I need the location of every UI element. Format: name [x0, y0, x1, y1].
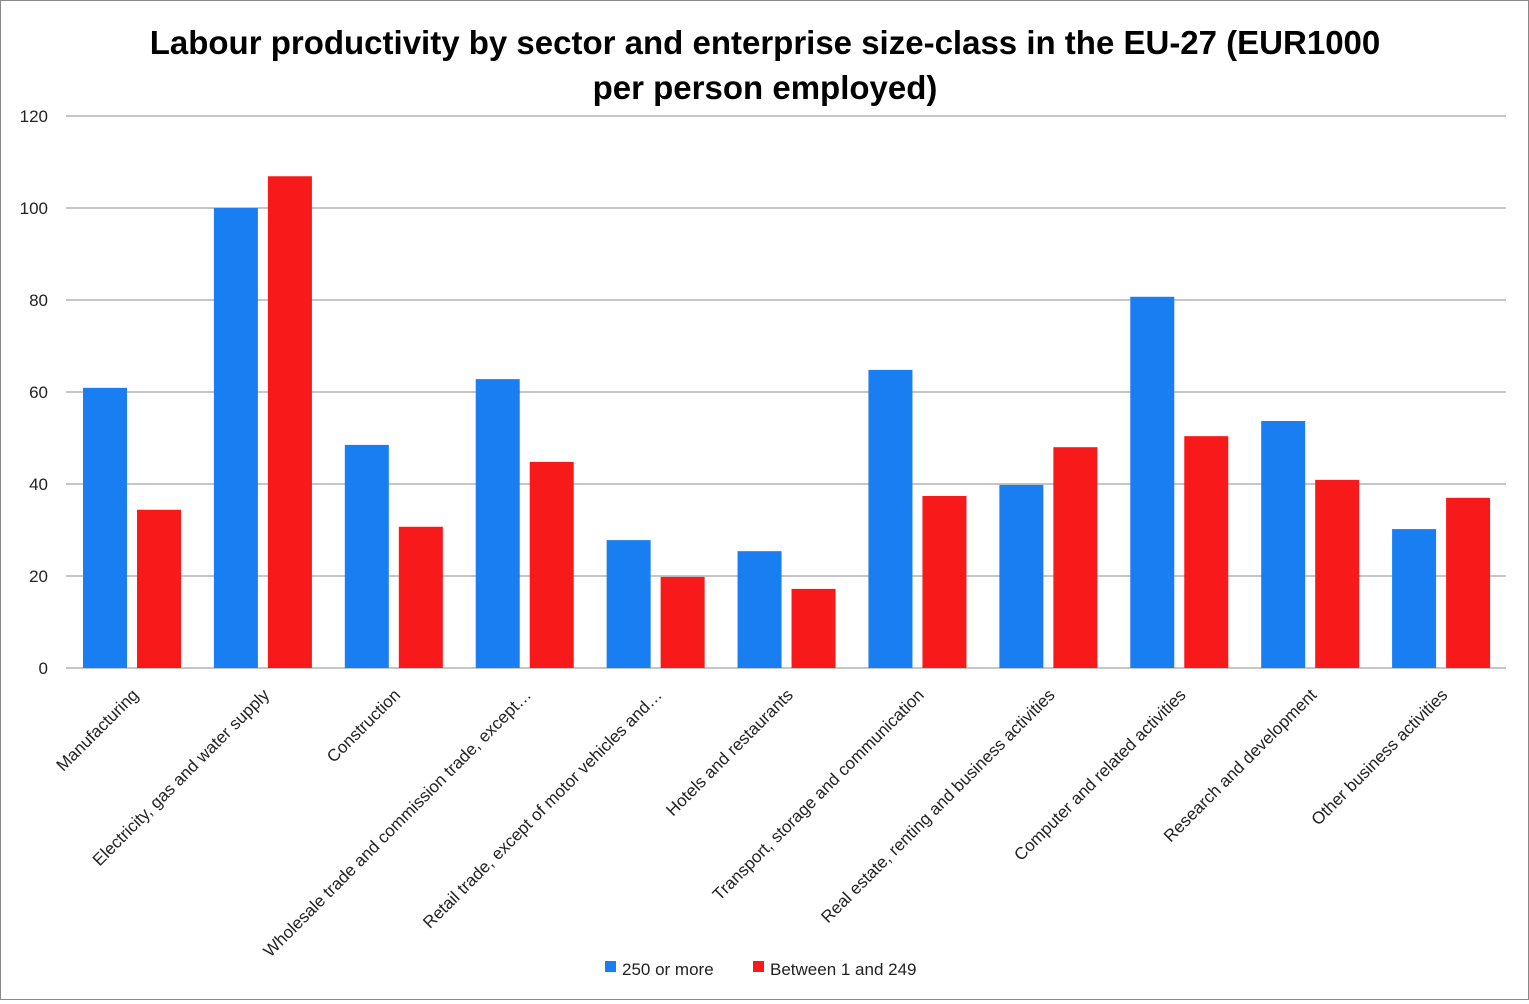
bar-250-or-more — [999, 484, 1044, 668]
bar-1-249 — [1184, 436, 1229, 668]
bar-1-249 — [1446, 497, 1491, 668]
x-tick-label: Transport, storage and communication — [709, 685, 928, 904]
bar-250-or-more — [213, 208, 258, 668]
bar-250-or-more — [737, 551, 782, 668]
bar-250-or-more — [868, 369, 913, 668]
bar-1-249 — [791, 588, 836, 668]
bar-1-249 — [137, 509, 181, 668]
chart-title-line-1: Labour productivity by sector and enterp… — [150, 24, 1381, 61]
y-tick-label: 20 — [29, 567, 48, 586]
x-tick-label: Real estate, renting and business activi… — [817, 685, 1058, 926]
bar-250-or-more — [344, 444, 389, 668]
y-tick-label: 80 — [29, 291, 48, 310]
bar-250-or-more — [475, 379, 520, 668]
bar-1-249 — [1053, 447, 1098, 668]
x-tick-label: Hotels and restaurants — [662, 685, 796, 819]
legend-swatch — [605, 961, 616, 972]
y-tick-label: 60 — [29, 383, 48, 402]
x-tick-label: Construction — [323, 685, 404, 766]
bar-1-249 — [922, 495, 967, 668]
bar-1-249 — [398, 526, 443, 668]
y-tick-label: 100 — [20, 199, 48, 218]
legend-label: 250 or more — [622, 960, 714, 979]
y-tick-label: 0 — [39, 659, 48, 678]
bar-250-or-more — [1261, 420, 1306, 668]
y-tick-label: 120 — [20, 107, 48, 126]
x-tick-label: Other business activities — [1308, 685, 1452, 829]
legend-swatch — [753, 961, 764, 972]
bar-1-249 — [660, 576, 705, 668]
bar-250-or-more — [606, 540, 651, 668]
bar-1-249 — [267, 176, 312, 668]
chart-title-line-2: per person employed) — [593, 69, 938, 106]
bar-250-or-more — [1130, 296, 1175, 668]
x-tick-label: Wholesale trade and commission trade, ex… — [260, 685, 535, 960]
bar-250-or-more — [83, 387, 127, 668]
bar-1-249 — [529, 461, 574, 668]
y-tick-label: 40 — [29, 475, 48, 494]
bar-1-249 — [1315, 479, 1360, 668]
bar-250-or-more — [1392, 529, 1437, 668]
x-tick-label: Manufacturing — [53, 685, 143, 775]
legend-label: Between 1 and 249 — [770, 960, 917, 979]
x-tick-label: Research and development — [1160, 685, 1321, 846]
x-tick-label: Retail trade, except of motor vehicles a… — [419, 685, 666, 932]
